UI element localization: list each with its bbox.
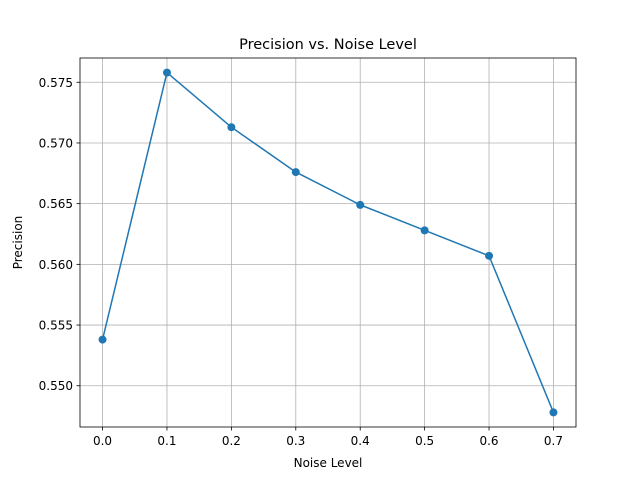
grid-lines xyxy=(80,58,576,427)
x-tick-label: 0.2 xyxy=(222,434,241,448)
y-tick-label: 0.575 xyxy=(39,76,73,90)
data-point-marker xyxy=(420,226,429,235)
data-point-marker xyxy=(291,168,300,177)
data-point-marker xyxy=(98,335,107,344)
axes-frame xyxy=(79,57,577,428)
y-axis-label: Precision xyxy=(11,216,25,270)
data-point-marker xyxy=(227,123,236,132)
x-tick-label: 0.6 xyxy=(479,434,498,448)
data-point-marker xyxy=(356,200,365,209)
y-tick-label: 0.555 xyxy=(39,319,73,333)
y-tick-label: 0.565 xyxy=(39,197,73,211)
data-point-marker xyxy=(549,408,558,417)
x-axis-label: Noise Level xyxy=(294,456,363,470)
x-tick-label: 0.4 xyxy=(351,434,370,448)
chart-title: Precision vs. Noise Level xyxy=(239,37,417,53)
y-tick-label: 0.570 xyxy=(39,136,73,150)
x-tick-label: 0.1 xyxy=(157,434,176,448)
axis-ticks: 0.0 0.1 0.2 0.3 0.4 0.5 0.6 0.7 0.550 0.555 0.560 0… xyxy=(39,76,563,448)
x-tick-label: 0.3 xyxy=(286,434,305,448)
data-series xyxy=(98,68,558,417)
x-tick-label: 0.7 xyxy=(544,434,563,448)
y-tick-label: 0.550 xyxy=(39,379,73,393)
y-tick-label: 0.560 xyxy=(39,258,73,272)
series-line xyxy=(101,71,555,413)
x-tick-label: 0.5 xyxy=(415,434,434,448)
data-point-marker xyxy=(485,251,494,260)
data-point-marker xyxy=(162,68,171,77)
x-tick-label: 0.0 xyxy=(93,434,112,448)
